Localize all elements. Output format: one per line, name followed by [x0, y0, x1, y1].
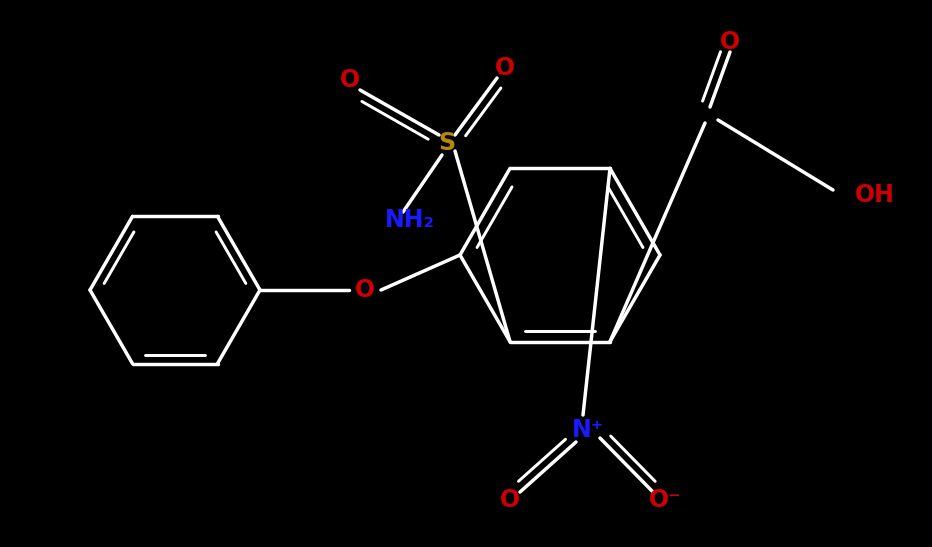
Text: O: O — [340, 68, 360, 92]
Text: O: O — [500, 488, 520, 512]
Text: N⁺: N⁺ — [572, 418, 604, 442]
Text: O⁻: O⁻ — [649, 488, 681, 512]
Text: O: O — [720, 30, 740, 54]
Text: O: O — [355, 278, 375, 302]
Text: S: S — [438, 131, 456, 155]
Text: OH: OH — [855, 183, 895, 207]
Text: NH₂: NH₂ — [385, 208, 435, 232]
Text: O: O — [495, 56, 515, 80]
